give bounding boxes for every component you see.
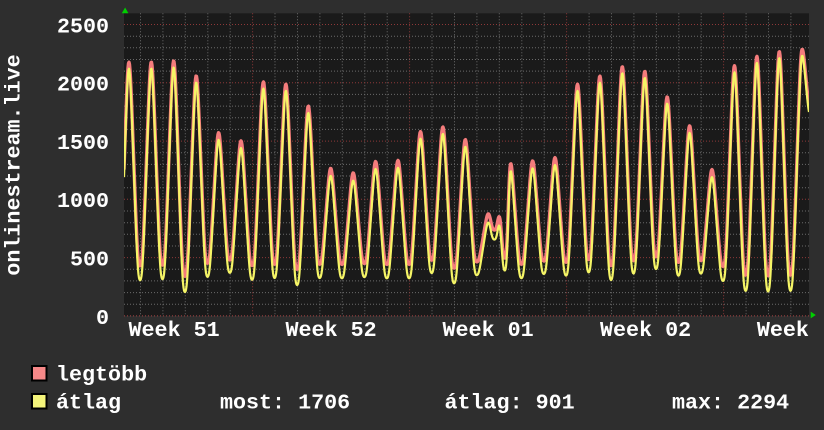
svg-text:Week: Week <box>757 318 809 343</box>
svg-text:Week 52: Week 52 <box>286 318 377 343</box>
svg-text:0: 0 <box>96 306 109 331</box>
svg-text:2500: 2500 <box>57 14 109 39</box>
svg-text:1500: 1500 <box>57 131 109 156</box>
svg-text:Week 01: Week 01 <box>443 318 534 343</box>
svg-text:átlag: átlag <box>56 391 121 416</box>
svg-text:Week 02: Week 02 <box>600 318 691 343</box>
svg-text:2000: 2000 <box>57 73 109 98</box>
svg-text:Week 51: Week 51 <box>129 318 220 343</box>
svg-text:legtöbb: legtöbb <box>56 363 147 388</box>
svg-text:most: 1706: most: 1706 <box>220 391 350 416</box>
svg-text:átlag: 901: átlag: 901 <box>445 391 575 416</box>
svg-text:onlinestream.live: onlinestream.live <box>2 54 27 275</box>
svg-text:1000: 1000 <box>57 189 109 214</box>
svg-text:500: 500 <box>70 248 109 273</box>
svg-text:max: 2294: max: 2294 <box>672 391 789 416</box>
